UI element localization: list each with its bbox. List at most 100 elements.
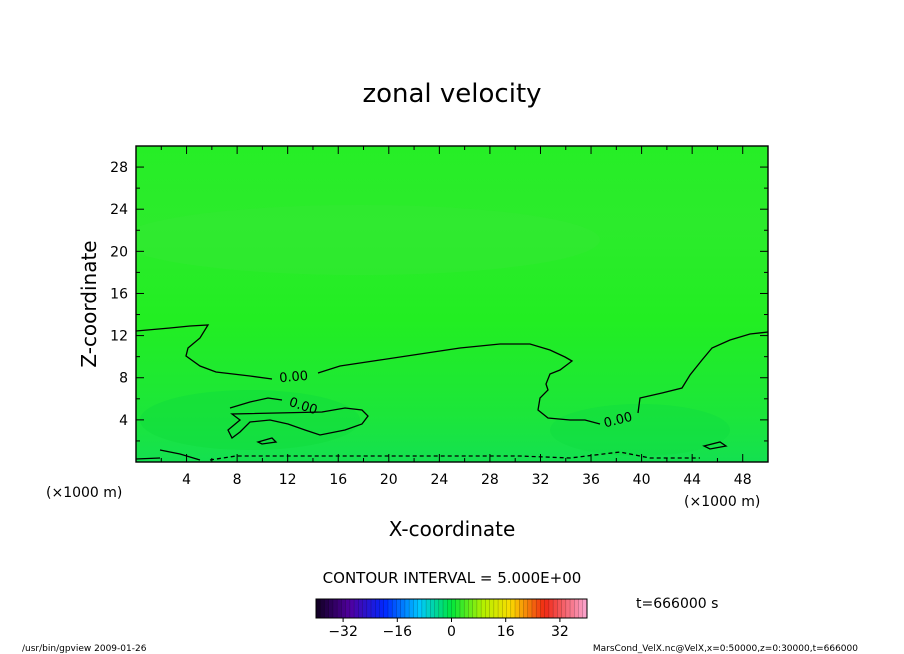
y-tick-label: 12 (110, 329, 128, 345)
colorbar-segment (506, 599, 512, 618)
colorbar-segment (332, 599, 338, 618)
colorbar-segment (582, 599, 588, 618)
colorbar-segment (341, 599, 346, 618)
colorbar-segment (548, 599, 554, 618)
x-axis-title: X-coordinate (389, 517, 516, 541)
colorbar-segment (519, 599, 524, 618)
colorbar-segment (443, 599, 448, 618)
colorbar-segment (570, 599, 575, 618)
colorbar-segment (345, 599, 351, 618)
x-tick-label: 8 (233, 472, 242, 488)
x-unit-right: (×1000 m) (684, 494, 760, 510)
colorbar-segment (409, 599, 414, 618)
colorbar-segment (383, 599, 389, 618)
colorbar-segment (438, 599, 444, 618)
colorbar-segment (337, 599, 342, 618)
y-axis-ticks: 4 8 12 16 20 24 28 (110, 160, 768, 442)
contour-label-1: 0.00 (279, 369, 309, 386)
contour-bottom-dashed (209, 451, 700, 461)
colorbar-segment (379, 599, 385, 618)
colorbar-segment (324, 599, 330, 618)
colorbar-segment (523, 599, 529, 618)
colorbar-tick-label: −16 (383, 624, 413, 640)
y-tick-label: 4 (119, 413, 128, 429)
colorbar-segment (362, 599, 368, 618)
x-tick-label: 20 (380, 472, 398, 488)
colorbar-segment (354, 599, 359, 618)
colorbar-segment (375, 599, 380, 618)
colorbar-segment (574, 599, 579, 618)
x-tick-label: 48 (734, 472, 752, 488)
colorbar-segment (404, 599, 410, 618)
colorbar-segment (358, 599, 363, 618)
plot-frame (135, 145, 769, 463)
colorbar-segment (387, 599, 393, 618)
field-patch-lower-left (140, 390, 360, 450)
colorbar-segment (421, 599, 427, 618)
colorbar-segment (561, 599, 567, 618)
footer-left: /usr/bin/gpview 2009-01-26 (22, 644, 147, 654)
x-tick-label: 24 (430, 472, 448, 488)
colorbar-segment (489, 599, 495, 618)
colorbar-segment (447, 599, 452, 618)
colorbar-segment (515, 599, 520, 618)
colorbar-segment (565, 599, 571, 618)
colorbar-segment (557, 599, 562, 618)
y-tick-label: 16 (110, 286, 128, 302)
zero-contours (136, 324, 768, 461)
colorbar-segment (510, 599, 516, 618)
colorbar-segment (472, 599, 478, 618)
colorbar-segment (553, 599, 558, 618)
colorbar-segment (540, 599, 545, 618)
colorbar-segment (413, 599, 418, 618)
x-tick-label: 16 (329, 472, 347, 488)
colorbar-segment (396, 599, 401, 618)
colorbar-segment (536, 599, 541, 618)
x-axis-ticks: 4 8 12 16 20 24 28 32 36 40 44 48 (160, 146, 752, 488)
colorbar-segment (430, 599, 435, 618)
x-tick-label: 36 (582, 472, 600, 488)
colorbar-segment (498, 599, 503, 618)
chart-title: zonal velocity (362, 79, 541, 109)
colorbar-segment (417, 599, 423, 618)
colorbar-segment (476, 599, 482, 618)
colorbar-segment (371, 599, 376, 618)
contour-label-3: 0.00 (602, 410, 634, 432)
x-tick-label: 44 (683, 472, 701, 488)
colorbar-segment (434, 599, 440, 618)
y-tick-label: 28 (110, 160, 128, 176)
colorbar-segment (544, 599, 550, 618)
colorbar-segment (451, 599, 457, 618)
contour-loop (227, 397, 369, 439)
x-tick-label: 40 (633, 472, 651, 488)
colorbar-segment (485, 599, 490, 618)
contour-small-loop-2 (702, 441, 728, 450)
colorbar-tick-label: −32 (328, 624, 358, 640)
colorbar-segment (426, 599, 431, 618)
x-tick-label: 4 (182, 472, 191, 488)
colorbar-segment (392, 599, 397, 618)
colorbar-tick-label: 32 (551, 624, 569, 640)
contour-line-main (136, 324, 768, 425)
colorbar-segment (468, 599, 473, 618)
colorbar-segment (578, 599, 584, 618)
contour-interval-text: CONTOUR INTERVAL = 5.000E+00 (323, 569, 582, 587)
y-tick-label: 24 (110, 202, 128, 218)
contour-bottom (136, 449, 201, 461)
colorbar-segment (502, 599, 507, 618)
colorbar (315, 599, 588, 618)
plot-area: 0.00 0.00 0.00 (136, 146, 768, 462)
colorbar-segment (328, 599, 334, 618)
colorbar-segment (493, 599, 499, 618)
colorbar-segment (316, 599, 321, 618)
colorbar-segment (464, 599, 469, 618)
colorbar-segment (349, 599, 355, 618)
field-patch-upper (136, 205, 600, 275)
colorbar-segment (527, 599, 533, 618)
field-patch-lower-right (550, 404, 730, 456)
x-unit-left: (×1000 m) (46, 485, 122, 501)
colorbar-tick-label: 0 (447, 624, 456, 640)
colorbar-segment (455, 599, 461, 618)
colorbar-segment (481, 599, 486, 618)
